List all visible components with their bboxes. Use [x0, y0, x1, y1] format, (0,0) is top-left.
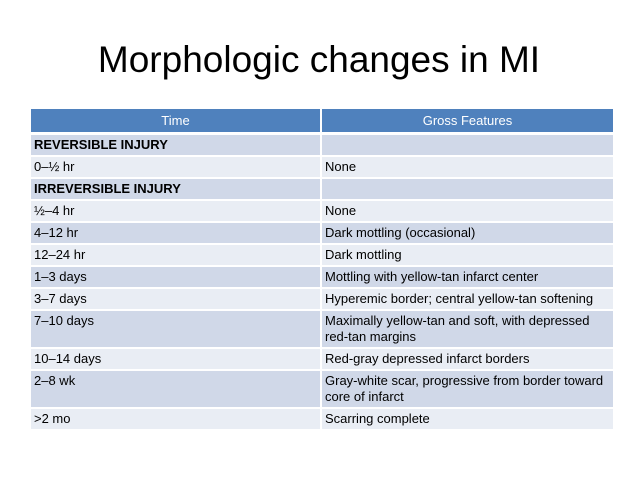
table-row: 2–8 wk Gray-white scar, progressive from…	[31, 370, 613, 409]
column-header-time: Time	[31, 109, 322, 135]
gross-features-cell: Maximally yellow-tan and soft, with depr…	[321, 310, 613, 349]
gross-features-cell: Red-gray depressed infarct borders	[321, 348, 613, 371]
time-cell: 7–10 days	[31, 310, 322, 349]
table-row: 4–12 hr Dark mottling (occasional)	[31, 222, 613, 245]
time-cell: ½–4 hr	[31, 200, 322, 223]
time-cell: 3–7 days	[31, 288, 322, 311]
gross-features-cell: Gray-white scar, progressive from border…	[321, 370, 613, 409]
gross-features-cell: None	[321, 200, 613, 223]
table-row: >2 mo Scarring complete	[31, 408, 613, 431]
gross-features-cell: Dark mottling	[321, 244, 613, 267]
morphology-table: Time Gross Features REVERSIBLE INJURY 0–…	[31, 109, 613, 431]
time-cell: 4–12 hr	[31, 222, 322, 245]
gross-features-cell: Hyperemic border; central yellow-tan sof…	[321, 288, 613, 311]
table-row: 0–½ hr None	[31, 156, 613, 179]
table-row: 7–10 days Maximally yellow-tan and soft,…	[31, 310, 613, 349]
morphology-table-container: Time Gross Features REVERSIBLE INJURY 0–…	[31, 109, 613, 431]
table-row: 1–3 days Mottling with yellow-tan infarc…	[31, 266, 613, 289]
gross-features-cell: None	[321, 156, 613, 179]
gross-features-cell: Dark mottling (occasional)	[321, 222, 613, 245]
table-row: IRREVERSIBLE INJURY	[31, 178, 613, 201]
table-body: REVERSIBLE INJURY 0–½ hr None IRREVERSIB…	[31, 133, 613, 431]
gross-features-cell	[321, 178, 613, 201]
table-row: 10–14 days Red-gray depressed infarct bo…	[31, 348, 613, 371]
table-row: REVERSIBLE INJURY	[31, 133, 613, 157]
time-cell: 1–3 days	[31, 266, 322, 289]
column-header-gross-features: Gross Features	[321, 109, 613, 135]
table-row: ½–4 hr None	[31, 200, 613, 223]
gross-features-cell: Mottling with yellow-tan infarct center	[321, 266, 613, 289]
time-cell: IRREVERSIBLE INJURY	[31, 178, 322, 201]
table-header: Time Gross Features	[31, 109, 613, 135]
time-cell: REVERSIBLE INJURY	[31, 133, 322, 157]
time-cell: 2–8 wk	[31, 370, 322, 409]
header-row: Time Gross Features	[31, 109, 613, 135]
slide-title: Morphologic changes in MI	[97, 39, 541, 80]
time-cell: >2 mo	[31, 408, 322, 431]
time-cell: 12–24 hr	[31, 244, 322, 267]
time-cell: 10–14 days	[31, 348, 322, 371]
gross-features-cell	[321, 133, 613, 157]
table-row: 3–7 days Hyperemic border; central yello…	[31, 288, 613, 311]
time-cell: 0–½ hr	[31, 156, 322, 179]
table-row: 12–24 hr Dark mottling	[31, 244, 613, 267]
gross-features-cell: Scarring complete	[321, 408, 613, 431]
